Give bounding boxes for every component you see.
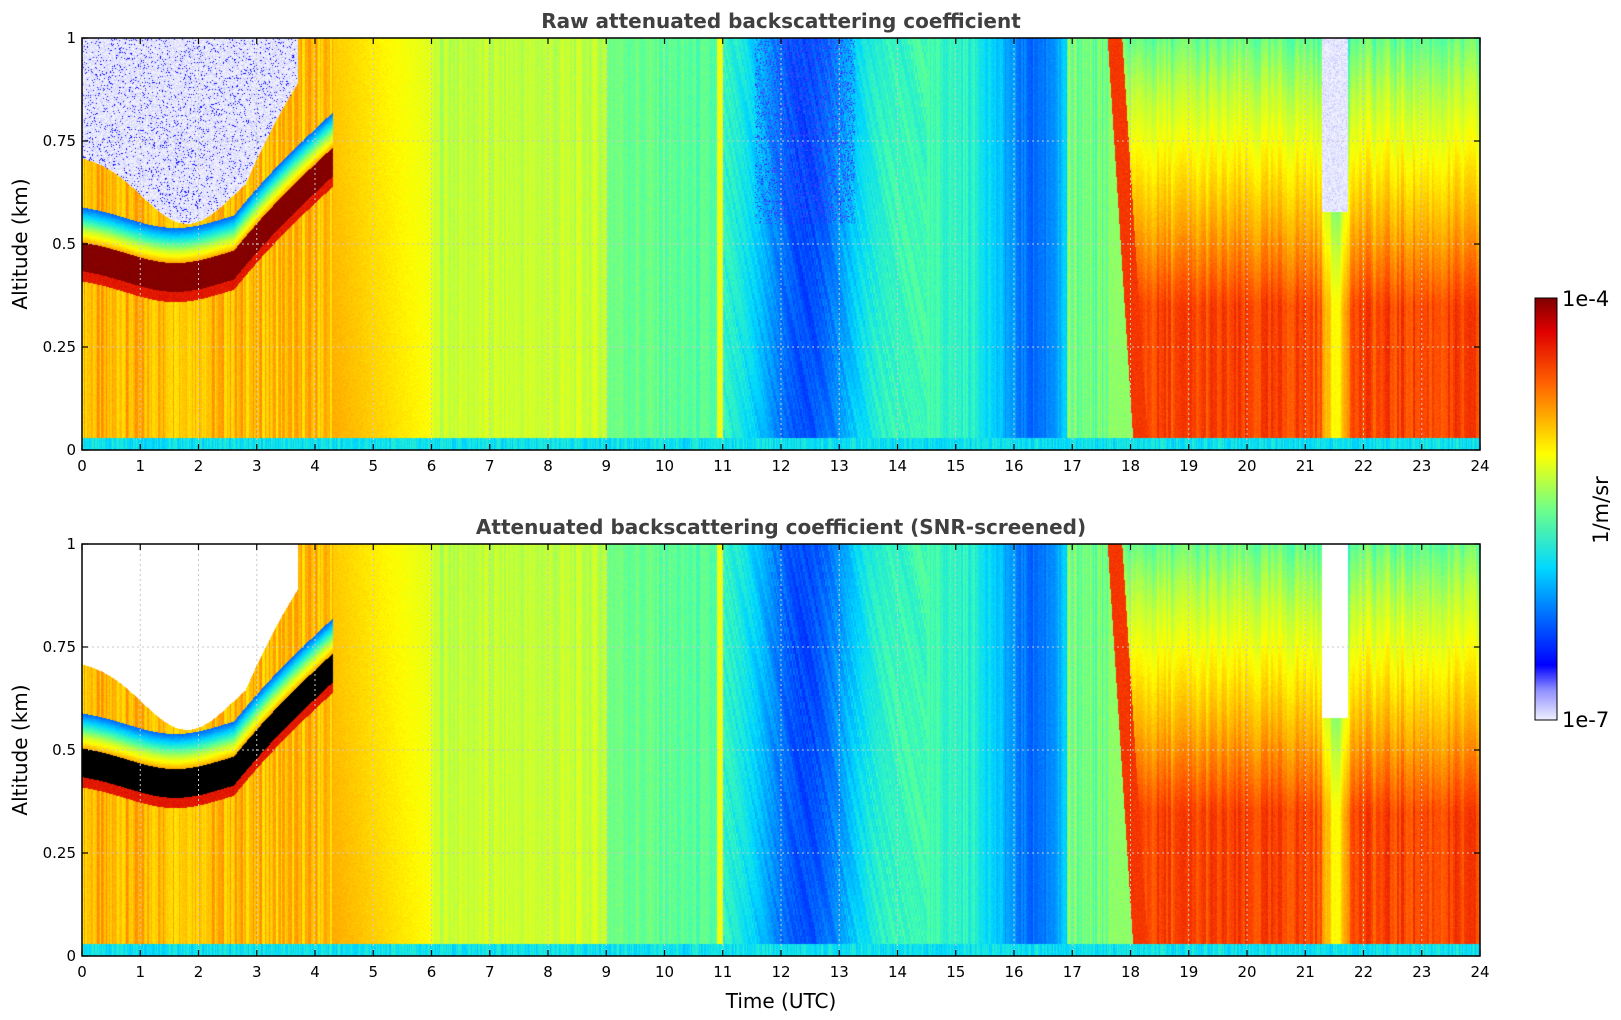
x-tick-label: 2 (194, 963, 204, 981)
x-tick-label: 24 (1470, 457, 1489, 475)
x-tick-label: 12 (771, 963, 790, 981)
grid-lines (82, 38, 1480, 450)
raw-backscatter-panel: Raw attenuated backscattering coefficien… (8, 9, 1490, 475)
y-tick-label: 1 (66, 535, 76, 553)
x-tick-label: 2 (194, 457, 204, 475)
x-tick-label: 7 (485, 963, 495, 981)
y-tick-label: 0.75 (43, 132, 76, 150)
chart-title: Attenuated backscattering coefficient (S… (476, 515, 1086, 539)
x-tick-label: 10 (655, 963, 674, 981)
x-tick-label: 6 (427, 963, 437, 981)
x-tick-label: 14 (888, 457, 907, 475)
x-tick-label: 15 (946, 963, 965, 981)
x-tick-label: 9 (601, 457, 611, 475)
y-tick-label: 1 (66, 29, 76, 47)
x-tick-label: 0 (77, 963, 87, 981)
x-tick-label: 18 (1121, 963, 1140, 981)
x-tick-label: 9 (601, 963, 611, 981)
x-tick-label: 1 (135, 457, 145, 475)
x-tick-label: 10 (655, 457, 674, 475)
x-tick-label: 12 (771, 457, 790, 475)
x-tick-label: 15 (946, 457, 965, 475)
x-tick-label: 19 (1179, 457, 1198, 475)
x-tick-label: 3 (252, 963, 262, 981)
x-tick-label: 14 (888, 963, 907, 981)
x-tick-label: 16 (1004, 457, 1023, 475)
x-tick-label: 20 (1237, 963, 1256, 981)
x-tick-label: 8 (543, 963, 553, 981)
x-tick-label: 11 (713, 963, 732, 981)
y-tick-label: 0.25 (43, 844, 76, 862)
colorbar-label: 1/m/sr (1589, 476, 1613, 544)
y-axis-label: Altitude (km) (8, 684, 32, 815)
chart-title: Raw attenuated backscattering coefficien… (541, 9, 1021, 33)
grid-lines (82, 544, 1480, 956)
x-tick-label: 20 (1237, 457, 1256, 475)
x-tick-label: 1 (135, 963, 145, 981)
x-tick-label: 21 (1296, 457, 1315, 475)
x-tick-label: 17 (1063, 963, 1082, 981)
x-tick-label: 22 (1354, 963, 1373, 981)
y-axis-ticks: 0 0.25 0.5 0.75 1 (43, 29, 1480, 459)
x-tick-label: 19 (1179, 963, 1198, 981)
x-tick-label: 13 (830, 963, 849, 981)
x-tick-label: 6 (427, 457, 437, 475)
colorbar: 1e-4 1e-7 1/m/sr (1534, 287, 1613, 732)
colorbar-max-label: 1e-4 (1562, 287, 1609, 311)
x-tick-label: 16 (1004, 963, 1023, 981)
x-tick-label: 18 (1121, 457, 1140, 475)
y-tick-label: 0.5 (52, 741, 76, 759)
x-tick-label: 5 (368, 963, 378, 981)
colorbar-min-label: 1e-7 (1562, 708, 1609, 732)
x-tick-label: 11 (713, 457, 732, 475)
y-axis-label: Altitude (km) (8, 178, 32, 309)
x-tick-label: 4 (310, 963, 320, 981)
x-tick-label: 0 (77, 457, 87, 475)
x-tick-label: 24 (1470, 963, 1489, 981)
x-tick-label: 13 (830, 457, 849, 475)
colorbar-gradient (1534, 297, 1558, 721)
x-axis-ticks: 0 1 2 3 4 5 6 7 8 9 10 11 12 13 14 15 16 17 18 19 20 21 22 23 24 (77, 38, 1490, 475)
x-tick-label: 3 (252, 457, 262, 475)
y-tick-label: 0 (66, 947, 76, 965)
y-axis-ticks: 0 0.25 0.5 0.75 1 (43, 535, 1480, 965)
x-axis-ticks: 0 1 2 3 4 5 6 7 8 9 10 11 12 13 14 15 16 17 18 19 20 21 22 23 24 (77, 544, 1490, 981)
x-tick-label: 21 (1296, 963, 1315, 981)
x-tick-label: 7 (485, 457, 495, 475)
y-tick-label: 0.5 (52, 235, 76, 253)
x-tick-label: 23 (1412, 963, 1431, 981)
x-tick-label: 5 (368, 457, 378, 475)
x-tick-label: 23 (1412, 457, 1431, 475)
x-tick-label: 17 (1063, 457, 1082, 475)
x-tick-label: 8 (543, 457, 553, 475)
x-tick-label: 4 (310, 457, 320, 475)
screened-backscatter-panel: Attenuated backscattering coefficient (S… (8, 515, 1490, 1013)
x-tick-label: 22 (1354, 457, 1373, 475)
y-tick-label: 0.25 (43, 338, 76, 356)
y-tick-label: 0.75 (43, 638, 76, 656)
x-axis-label: Time (UTC) (725, 989, 837, 1013)
y-tick-label: 0 (66, 441, 76, 459)
